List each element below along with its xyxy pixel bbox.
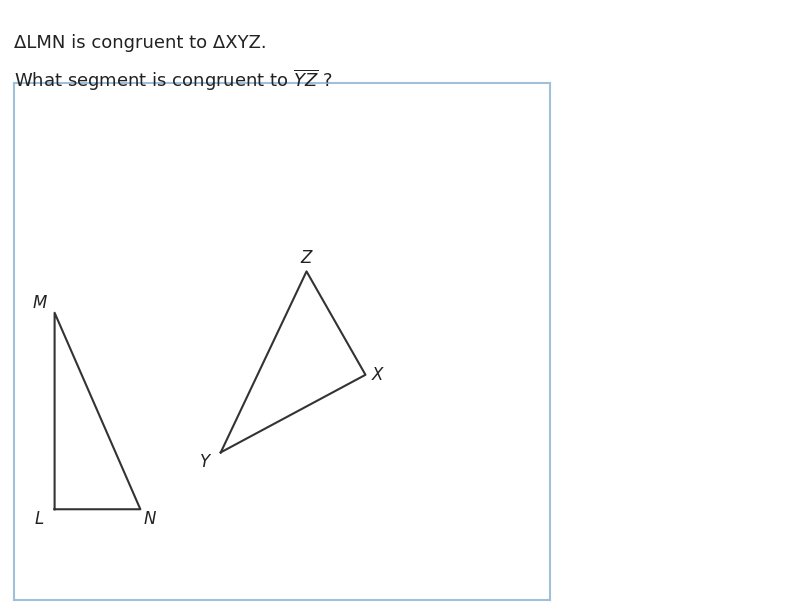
Text: ΔLMN is congruent to ΔXYZ.: ΔLMN is congruent to ΔXYZ. (14, 34, 267, 51)
Text: What segment is congruent to $\overline{YZ}$ ?: What segment is congruent to $\overline{… (14, 67, 333, 93)
Text: Z: Z (301, 250, 312, 267)
Text: L: L (35, 510, 44, 528)
Text: X: X (371, 366, 383, 384)
Text: M: M (33, 294, 46, 313)
Text: N: N (144, 510, 156, 528)
Text: Y: Y (200, 453, 210, 471)
